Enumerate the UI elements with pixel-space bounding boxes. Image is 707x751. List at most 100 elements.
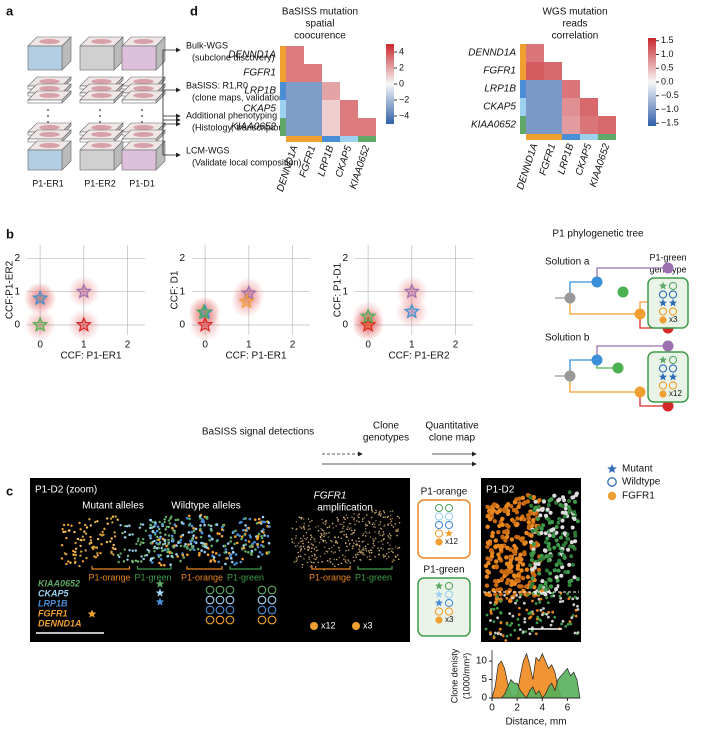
signal-dot	[547, 615, 550, 619]
signal-dot	[303, 522, 306, 525]
signal-dot	[295, 534, 297, 537]
col-label: FGFR1	[538, 142, 559, 177]
signal-dot	[378, 532, 380, 535]
signal-dot	[307, 541, 310, 543]
heatmap-cell	[526, 44, 544, 62]
signal-dot	[258, 551, 262, 554]
row-label: LRP1B	[244, 86, 276, 97]
signal-dot	[328, 560, 331, 562]
gene-strip	[304, 136, 322, 142]
signal-dot	[504, 529, 509, 534]
signal-dot	[310, 543, 312, 545]
signal-dot	[310, 550, 313, 553]
signal-dot	[315, 556, 318, 559]
copy-count: x3	[445, 615, 454, 624]
signal-dot	[332, 544, 335, 547]
signal-dot	[392, 526, 395, 528]
signal-dot	[173, 544, 176, 547]
gene-strip	[358, 136, 376, 142]
y-axis-label: CCF:P1-ER2	[5, 260, 16, 319]
heatmap-title: coocurence	[294, 31, 346, 42]
signal-dot	[548, 510, 553, 515]
signal-dot	[85, 526, 89, 529]
ellipsis-dot	[47, 121, 49, 123]
signal-dot	[203, 550, 206, 554]
signal-dot	[554, 562, 559, 567]
signal-dot	[315, 546, 318, 548]
signal-dot	[200, 541, 203, 545]
signal-dot	[535, 517, 540, 521]
colorbar-label: 0.0	[661, 76, 674, 86]
gene-strip	[520, 62, 526, 80]
signal-dot	[365, 548, 367, 550]
signal-dot	[378, 512, 381, 514]
signal-dot	[83, 530, 86, 533]
signal-dot	[163, 542, 167, 545]
signal-dot	[374, 512, 376, 514]
signal-dot	[530, 629, 534, 633]
signal-dot	[79, 554, 82, 557]
x-tick-label: 4	[540, 703, 546, 714]
heatmap-cell	[304, 64, 322, 82]
signal-dot	[161, 549, 164, 553]
signal-dot	[170, 515, 173, 518]
signal-dot	[238, 521, 242, 524]
heatmap-cell	[562, 80, 580, 98]
signal-dot	[80, 539, 83, 542]
signal-dot	[390, 520, 393, 522]
signal-dot	[210, 529, 213, 532]
signal-dot	[547, 533, 552, 538]
colorbar	[386, 44, 394, 124]
signal-dot	[519, 557, 524, 562]
signal-dot	[329, 561, 332, 563]
signal-dot	[116, 518, 119, 521]
signal-dot	[186, 553, 189, 556]
signal-dot	[189, 542, 193, 546]
signal-dot	[485, 569, 490, 574]
signal-dot	[181, 521, 184, 525]
signal-dot	[379, 510, 381, 513]
signal-dot	[169, 517, 172, 520]
mutant-star	[669, 298, 677, 307]
signal-dot	[65, 562, 68, 566]
signal-dot	[486, 560, 491, 566]
bracket	[91, 566, 131, 570]
wildtype-circle	[658, 307, 668, 316]
signal-dot	[324, 540, 327, 542]
signal-dot	[64, 530, 67, 533]
signal-dot	[155, 529, 159, 533]
signal-dot	[362, 553, 364, 556]
signal-dot	[572, 546, 577, 551]
signal-dot	[128, 533, 131, 536]
signal-dot	[560, 518, 565, 523]
signal-dot	[499, 611, 503, 615]
signal-dot	[257, 532, 261, 536]
tissue	[91, 132, 112, 137]
density-blob	[24, 282, 57, 315]
signal-dot	[326, 560, 329, 562]
signal-dot	[311, 547, 313, 549]
row-label: DENND1A	[468, 48, 516, 59]
signal-dot	[540, 506, 545, 511]
signal-dot	[363, 549, 365, 551]
signal-dot	[346, 528, 348, 530]
signal-dot	[212, 556, 216, 559]
signal-dot	[244, 529, 247, 532]
signal-dot	[204, 542, 208, 546]
signal-dot	[267, 550, 271, 554]
signal-dot	[387, 535, 390, 538]
signal-dot	[199, 535, 203, 539]
signal-dot	[202, 520, 205, 524]
signal-dot	[391, 548, 394, 550]
signal-dot	[537, 597, 541, 601]
signal-dot	[228, 552, 231, 555]
y-tick-label: 0	[481, 693, 487, 704]
signal-dot	[491, 502, 496, 507]
signal-dot	[571, 562, 575, 567]
signal-dot	[300, 516, 302, 519]
signal-dot	[346, 562, 348, 564]
signal-dot	[567, 562, 572, 567]
signal-dot	[332, 552, 335, 554]
ellipsis-dot	[47, 109, 49, 111]
signal-dot	[118, 555, 121, 559]
